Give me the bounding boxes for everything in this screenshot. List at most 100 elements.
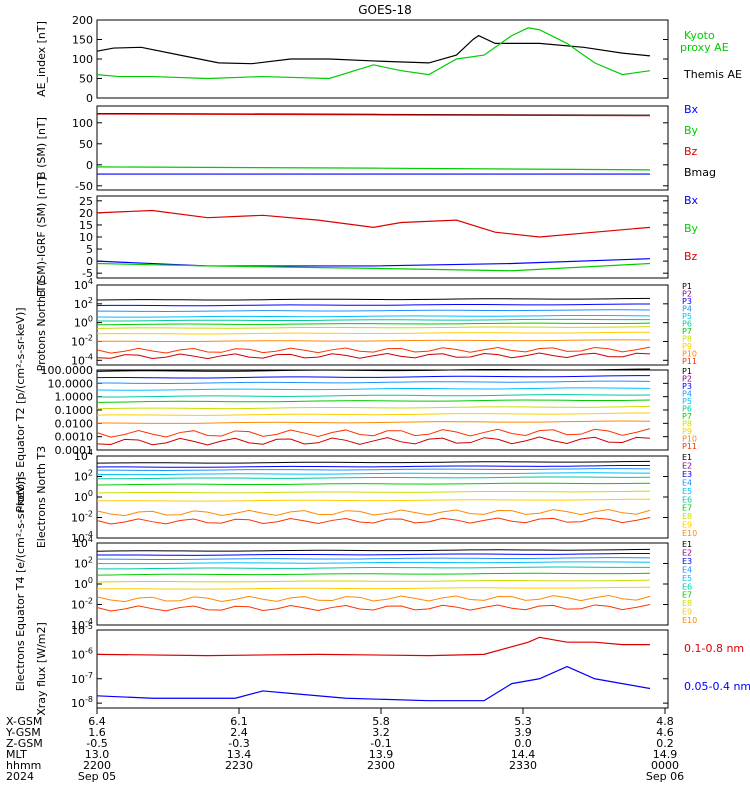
y-axis-label: Electrons North T3 xyxy=(35,446,48,548)
y-tick-label: 0.0001 xyxy=(55,444,94,457)
panel-frame xyxy=(96,284,669,366)
legend-entry: E6 xyxy=(682,495,692,504)
series-line xyxy=(96,405,651,410)
series-line xyxy=(96,579,651,583)
footer-value: 6.4 xyxy=(88,715,106,728)
legend-entry: E3 xyxy=(682,557,692,566)
legend-entry: P5 xyxy=(682,312,692,321)
footer-row-label: MLT xyxy=(6,748,27,761)
legend-entry: E7 xyxy=(682,591,692,600)
footer-value: 2230 xyxy=(225,759,253,772)
footer-value: 13.9 xyxy=(369,748,394,761)
series-line xyxy=(96,326,651,329)
series-line xyxy=(96,566,651,570)
footer-value: -0.5 xyxy=(86,737,107,750)
y-tick-label: 104 xyxy=(74,448,93,463)
legend-entry: P6 xyxy=(682,319,692,328)
legend-entry: 0.05-0.4 nm xyxy=(684,680,750,693)
series-line xyxy=(96,399,651,403)
y-tick-label: 50 xyxy=(79,138,93,151)
y-axis-label: Xray flux [W/m2] xyxy=(35,622,48,716)
series-line xyxy=(96,322,651,326)
series-line xyxy=(96,460,651,464)
legend-entry: P8 xyxy=(682,334,692,343)
legend-entry: E6 xyxy=(682,582,692,591)
footer-row-label: hhmm xyxy=(6,759,41,772)
y-tick-label: 100 xyxy=(74,315,93,330)
y-tick-label: 0 xyxy=(86,159,93,172)
legend-entry: P9 xyxy=(682,342,692,351)
y-axis-label: Electrons Equator T4 [e/(cm²-s-sr-keV)] xyxy=(14,477,27,692)
series-line xyxy=(96,498,651,502)
footer-value: 0.0 xyxy=(514,737,532,750)
footer-value: 2.4 xyxy=(230,726,248,739)
panel-frame xyxy=(96,629,669,709)
series-line xyxy=(96,394,651,398)
legend-entry: 0.1-0.8 nm xyxy=(684,642,744,655)
footer-row-label: 2024 xyxy=(6,770,34,783)
legend-entry: Kyoto proxy AE xyxy=(680,29,729,54)
footer-value: 5.3 xyxy=(514,715,532,728)
legend-entry: P7 xyxy=(682,412,692,421)
series-line xyxy=(96,303,651,307)
series-line xyxy=(96,258,651,267)
y-tick-label: 104 xyxy=(74,277,93,292)
footer-value: 13.4 xyxy=(227,748,252,761)
panel-frame xyxy=(96,19,669,99)
y-tick-label: 100.0000 xyxy=(41,364,94,377)
legend-entry: P6 xyxy=(682,404,692,413)
footer-row-label: Y-GSM xyxy=(5,726,41,739)
legend-entry: P10 xyxy=(682,434,697,443)
y-tick-label: 100 xyxy=(72,117,93,130)
legend-entry: Bz xyxy=(684,250,698,263)
y-tick-label: 104 xyxy=(74,535,93,550)
footer-value: Sep 06 xyxy=(646,770,684,783)
series-line xyxy=(96,387,651,391)
series-line xyxy=(96,166,651,171)
footer-value: 2200 xyxy=(83,759,111,772)
legend-entry: Bx xyxy=(684,194,699,207)
series-line xyxy=(96,482,651,486)
legend-entry: P4 xyxy=(682,304,692,313)
y-tick-label: 15 xyxy=(79,219,93,232)
series-line xyxy=(96,548,651,552)
y-tick-label: 10-2 xyxy=(71,597,93,612)
series-line xyxy=(96,436,651,446)
series-line xyxy=(96,561,651,565)
footer-row-label: X-GSM xyxy=(6,715,42,728)
legend-entry: E10 xyxy=(682,529,697,538)
y-tick-label: 5 xyxy=(86,243,93,256)
y-tick-label: 0 xyxy=(86,255,93,268)
y-tick-label: 0 xyxy=(86,92,93,105)
y-axis-label: Protons North T1 xyxy=(35,279,48,372)
series-line xyxy=(96,352,651,360)
legend-entry: By xyxy=(684,124,699,137)
series-line xyxy=(96,420,651,424)
legend-entry: P2 xyxy=(682,374,692,383)
y-axis-label: B (SM) [nT] xyxy=(35,117,48,179)
legend-entry: P3 xyxy=(682,297,692,306)
y-tick-label: 102 xyxy=(74,469,93,484)
footer-value: 14.9 xyxy=(653,748,678,761)
panel-1: 0 50 100 150 200 AE_index [nT] Kyoto proxy AE Th… xyxy=(35,14,742,105)
y-tick-label: 0.0100 xyxy=(55,417,94,430)
y-tick-label: 1.0000 xyxy=(55,391,94,404)
legend-entry: E5 xyxy=(682,487,692,496)
series-line xyxy=(96,636,650,657)
legend-entry: P4 xyxy=(682,389,692,398)
footer-value: 5.8 xyxy=(372,715,390,728)
legend-entry: P11 xyxy=(682,442,697,451)
panel-2: -50 0 50 100 B (SM) [nT] Bx By Bz Bmag xyxy=(35,103,716,193)
legend-entry: E3 xyxy=(682,470,692,479)
series-line xyxy=(96,368,651,372)
y-axis-label: B (SM)-IGRF (SM) [nT] xyxy=(35,177,48,297)
legend-entry: E8 xyxy=(682,512,692,521)
y-tick-label: 100 xyxy=(72,53,93,66)
series-line xyxy=(96,472,651,476)
y-tick-label: 20 xyxy=(79,207,93,220)
legend-entry: Bmag xyxy=(684,166,716,179)
legend-entry: P7 xyxy=(682,327,692,336)
footer-value: 1.6 xyxy=(88,726,106,739)
legend-entry: E9 xyxy=(682,521,692,530)
